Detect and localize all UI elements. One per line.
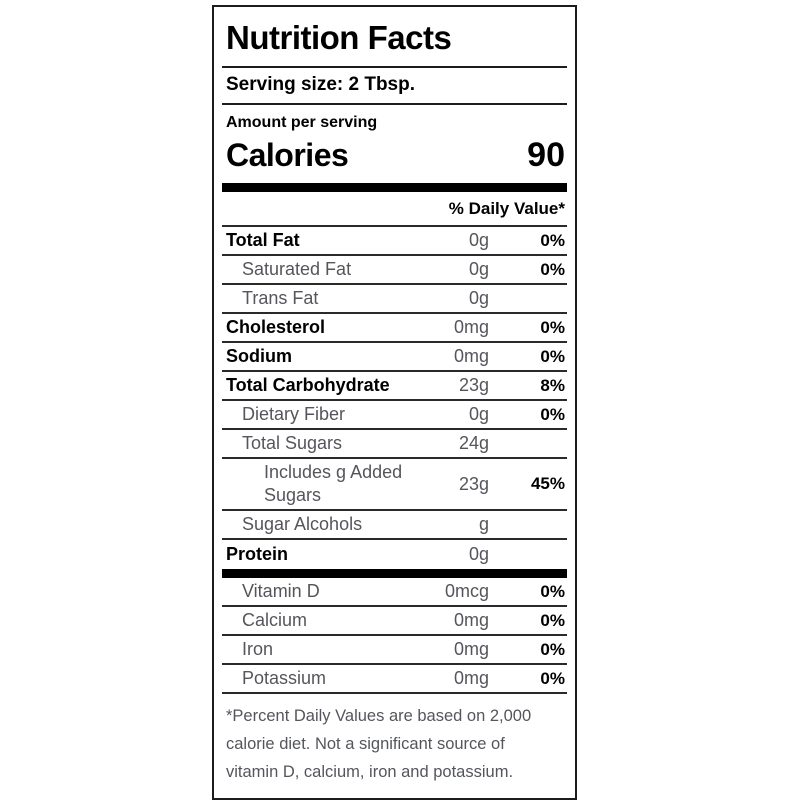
nutrient-name: Saturated Fat	[242, 259, 352, 279]
nutrient-amount: 0g	[468, 288, 489, 308]
micronutrient-row-vitamin-d: Vitamin D 0mcg 0%	[222, 578, 567, 607]
nutrient-daily-value: 0%	[540, 581, 565, 601]
nutrient-name: Potassium	[242, 668, 327, 688]
nutrient-daily-value: 0%	[540, 639, 565, 659]
nutrient-row-total-carbohydrate: Total Carbohydrate 23g 8%	[222, 372, 567, 401]
nutrient-name: Cholesterol	[226, 317, 326, 337]
calories-label: Calories	[226, 137, 349, 173]
calories-value: 90	[527, 136, 565, 174]
serving-size: Serving size: 2 Tbsp.	[222, 68, 567, 105]
nutrient-amount: 0mg	[453, 668, 489, 688]
nutrient-daily-value: 0%	[540, 668, 565, 688]
nutrient-name: Sodium	[226, 346, 292, 366]
micronutrient-row-calcium: Calcium 0mg 0%	[222, 607, 567, 636]
nutrient-name: Total Sugars	[242, 433, 343, 453]
amount-per-serving: Amount per serving	[226, 114, 378, 131]
nutrient-amount: 0g	[468, 404, 489, 424]
nutrient-name: Sugar Alcohols	[242, 514, 363, 534]
nutrient-daily-value: 0%	[540, 346, 565, 366]
nutrient-daily-value: 8%	[540, 375, 565, 395]
nutrient-row-added-sugars: Includes g Added Sugars 23g 45%	[222, 459, 567, 511]
nutrient-row-sodium: Sodium 0mg 0%	[222, 343, 567, 372]
nutrient-amount: 23g	[458, 473, 489, 494]
nutrition-facts-label: Nutrition Facts Serving size: 2 Tbsp. Am…	[212, 5, 577, 800]
nutrient-row-dietary-fiber: Dietary Fiber 0g 0%	[222, 401, 567, 430]
nutrient-daily-value: 0%	[540, 259, 565, 279]
nutrient-daily-value: 0%	[540, 230, 565, 250]
nutrient-name: Total Fat	[226, 230, 300, 250]
nutrient-row-protein: Protein 0g	[222, 540, 567, 569]
nutrient-name: Includes g Added Sugars	[264, 462, 403, 505]
nutrient-amount: 23g	[458, 375, 489, 395]
nutrient-amount: 0mg	[453, 346, 489, 366]
nutrient-name: Dietary Fiber	[242, 404, 346, 424]
nutrient-amount: 0mg	[453, 639, 489, 659]
micronutrient-row-potassium: Potassium 0mg 0%	[222, 665, 567, 694]
daily-value-header: % Daily Value*	[222, 192, 567, 227]
nutrient-amount: 0g	[468, 230, 489, 250]
nutrient-name: Calcium	[242, 610, 308, 630]
nutrient-row-cholesterol: Cholesterol 0mg 0%	[222, 314, 567, 343]
nutrient-amount: 0g	[468, 259, 489, 279]
micronutrient-row-iron: Iron 0mg 0%	[222, 636, 567, 665]
nutrient-name: Trans Fat	[242, 288, 319, 308]
nutrient-daily-value: 45%	[530, 474, 565, 493]
nutrient-name: Iron	[242, 639, 274, 659]
nutrient-name: Total Carbohydrate	[226, 375, 390, 395]
nutrient-row-total-fat: Total Fat 0g 0%	[222, 227, 567, 256]
nutrient-amount: g	[478, 514, 489, 534]
nutrient-row-saturated-fat: Saturated Fat 0g 0%	[222, 256, 567, 285]
nutrient-row-trans-fat: Trans Fat 0g	[222, 285, 567, 314]
nutrient-row-sugar-alcohols: Sugar Alcohols g	[222, 511, 567, 540]
nutrient-amount: 0mg	[453, 317, 489, 337]
label-title: Nutrition Facts	[222, 15, 567, 68]
nutrient-daily-value: 0%	[540, 610, 565, 630]
nutrient-daily-value: 0%	[540, 317, 565, 337]
calories-row: Calories 90	[222, 134, 567, 183]
nutrient-amount: 0g	[468, 544, 489, 564]
nutrient-daily-value: 0%	[540, 404, 565, 424]
nutrient-amount: 24g	[458, 433, 489, 453]
nutrient-name: Protein	[226, 544, 289, 564]
nutrient-amount: 0mcg	[444, 581, 489, 601]
section-divider-thick	[222, 569, 567, 578]
nutrient-name: Vitamin D	[242, 581, 320, 601]
section-divider-thick	[222, 183, 567, 192]
nutrient-row-total-sugars: Total Sugars 24g	[222, 430, 567, 459]
daily-value-footnote: *Percent Daily Values are based on 2,000…	[226, 707, 532, 781]
nutrient-amount: 0mg	[453, 610, 489, 630]
